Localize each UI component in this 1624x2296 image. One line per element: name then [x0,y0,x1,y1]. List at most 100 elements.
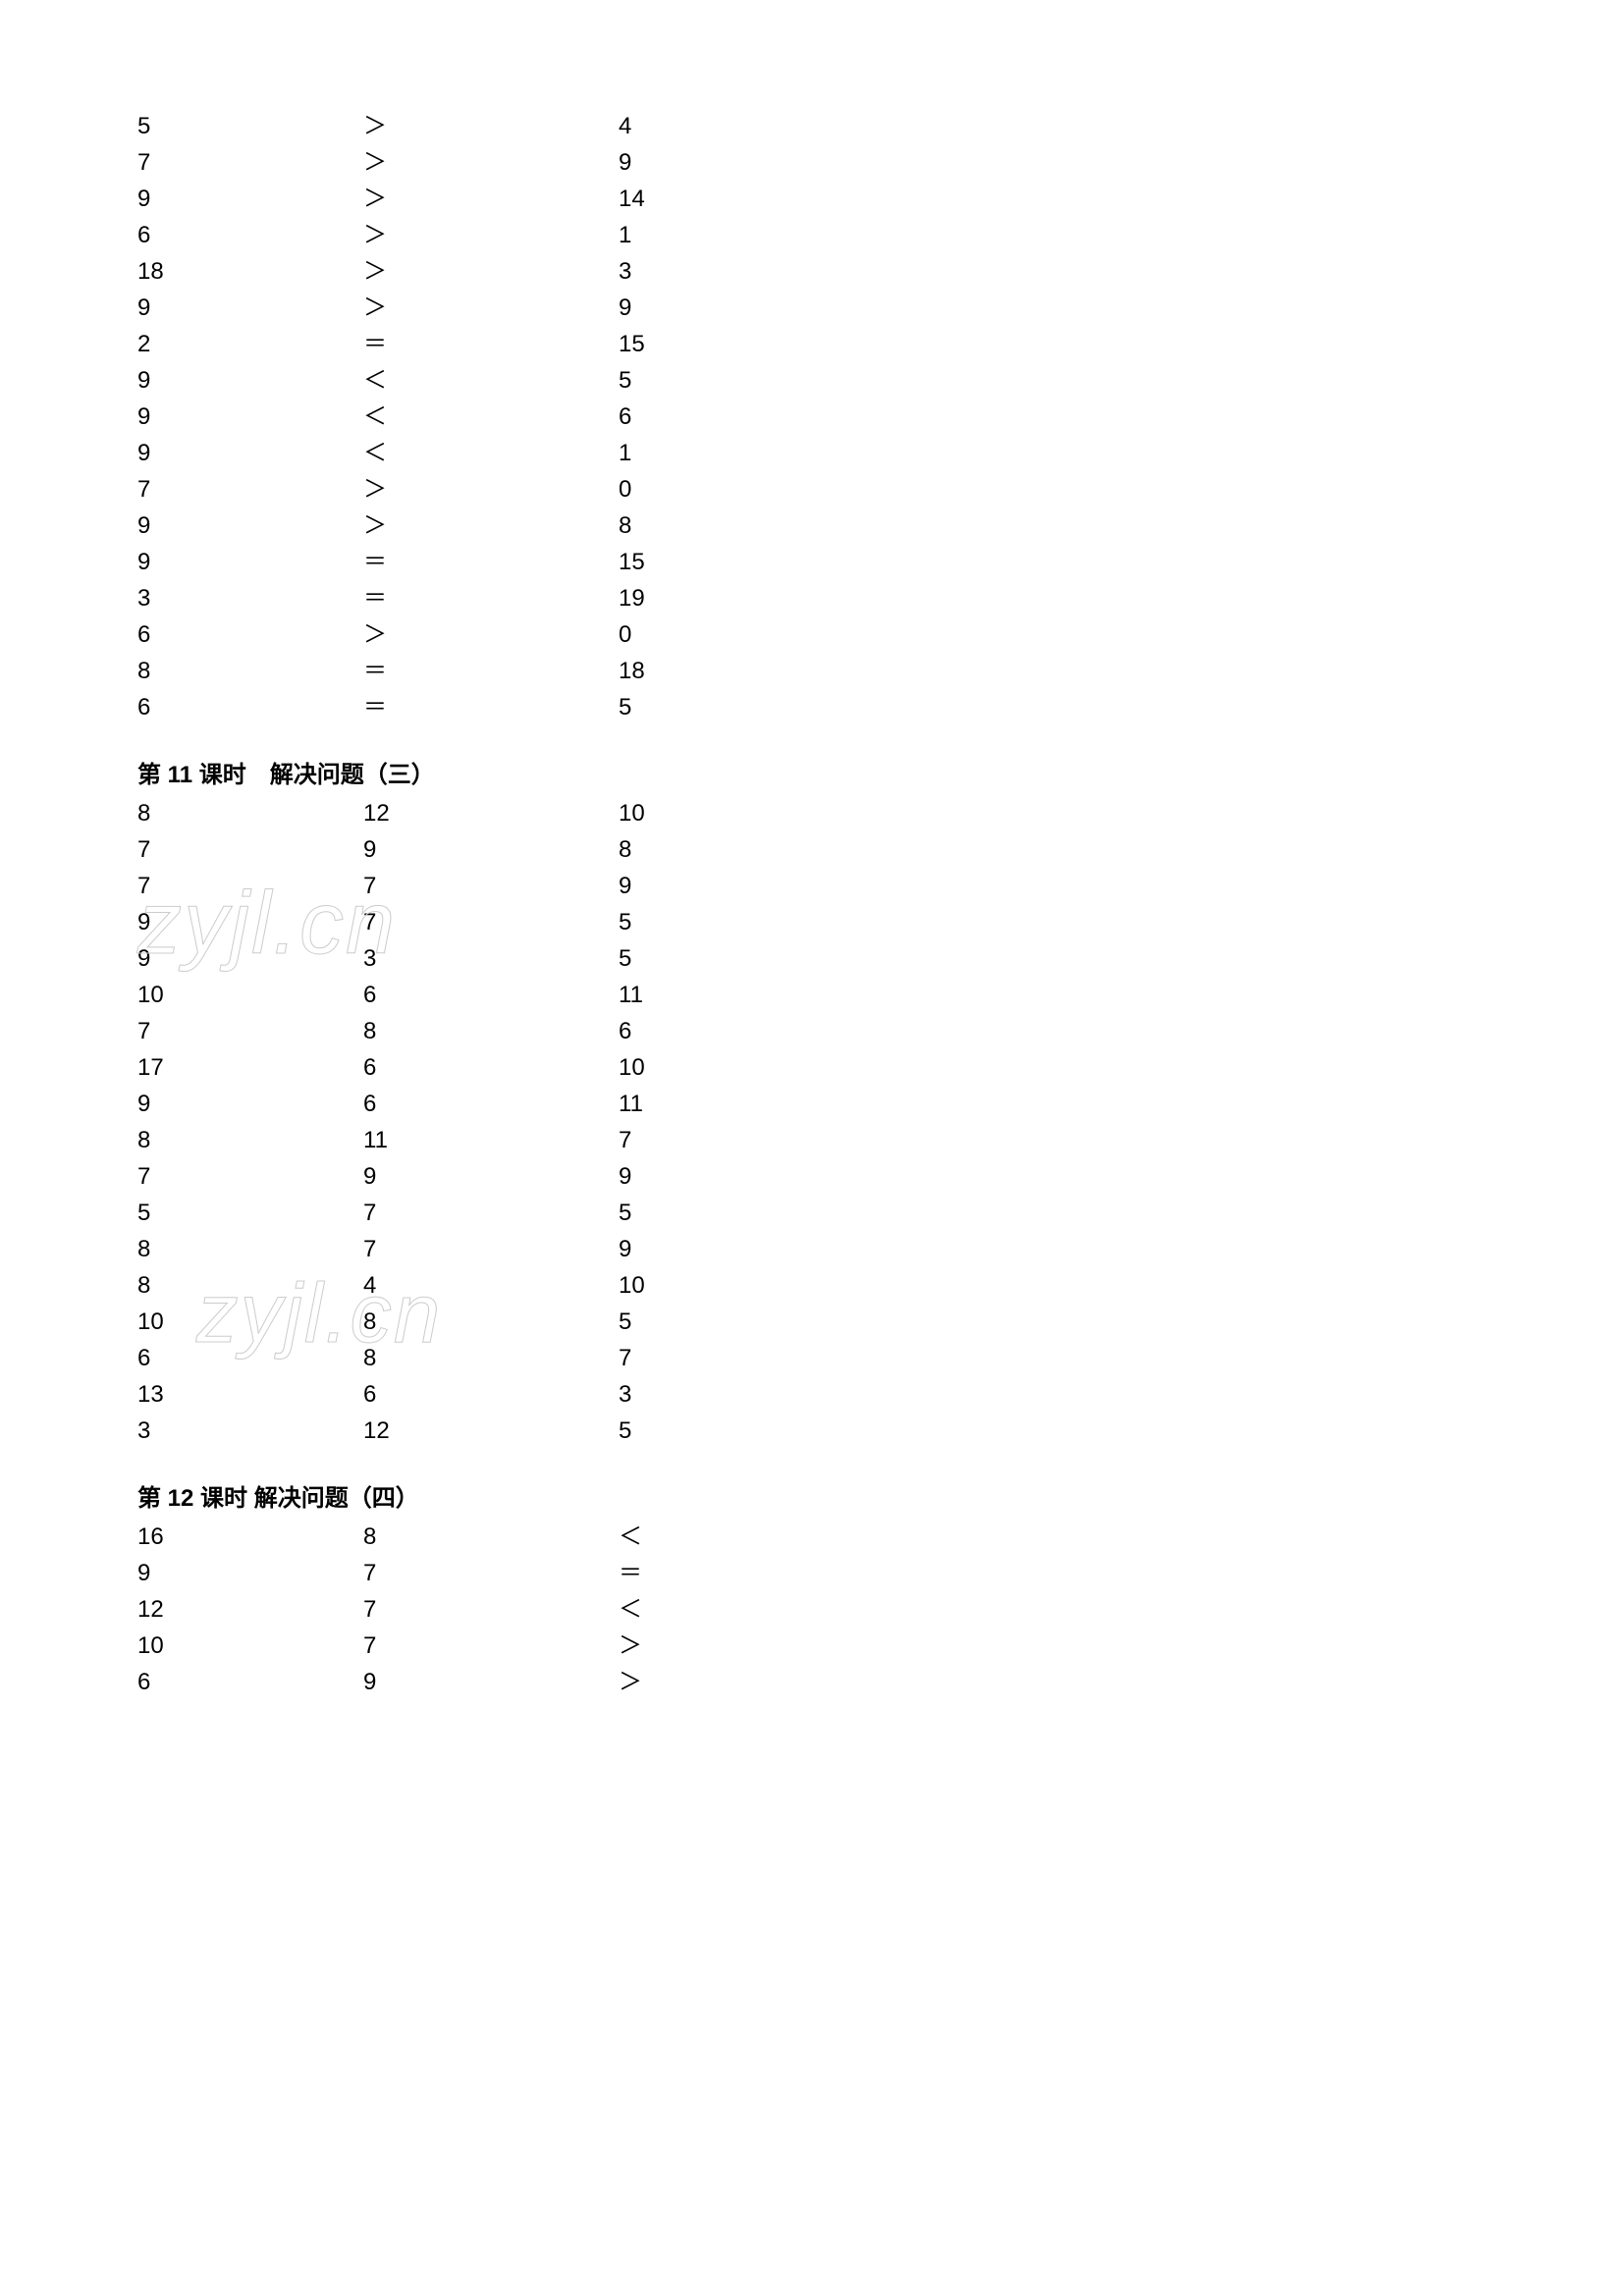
cell-col2: 8 [363,1519,619,1555]
cell-col2: 9 [363,1158,619,1195]
cell-col3: 9 [619,868,815,904]
cell-col2: 7 [363,1628,619,1664]
table-row: 107＞ [137,1628,1487,1664]
cell-col2: 11 [363,1122,619,1158]
cell-col3: 14 [619,181,815,217]
table-row: 1363 [137,1376,1487,1413]
cell-col1: 5 [137,108,363,144]
page-content: 5＞47＞99＞146＞118＞39＞92＝159＜59＜69＜17＞09＞89… [137,108,1487,1700]
table-row: 10611 [137,977,1487,1013]
table-row: 6＞1 [137,217,1487,253]
cell-col3: 10 [619,1267,815,1304]
table-row: 168＜ [137,1519,1487,1555]
cell-col1: 9 [137,507,363,544]
cell-col1: 10 [137,1304,363,1340]
cell-col2: 9 [363,1664,619,1700]
table-row: 8＝18 [137,653,1487,689]
table-row: 779 [137,868,1487,904]
cell-col1: 10 [137,977,363,1013]
table-row: 18＞3 [137,253,1487,290]
cell-col1: 9 [137,1555,363,1591]
cell-col1: 6 [137,217,363,253]
cell-col3: 5 [619,1413,815,1449]
table-row: 935 [137,940,1487,977]
cell-col2: 8 [363,1340,619,1376]
cell-col3: 6 [619,1013,815,1049]
table-row: 5＞4 [137,108,1487,144]
cell-col1: 6 [137,1664,363,1700]
cell-col2: 6 [363,1376,619,1413]
cell-col1: 8 [137,1122,363,1158]
cell-col3: ＝ [619,1555,815,1591]
cell-col1: 3 [137,580,363,616]
table-row: 3＝19 [137,580,1487,616]
cell-col2: ＝ [363,326,619,362]
cell-col1: 8 [137,1267,363,1304]
cell-col3: 5 [619,689,815,725]
cell-col1: 16 [137,1519,363,1555]
cell-col1: 9 [137,940,363,977]
cell-col2: ＞ [363,290,619,326]
cell-col2: ＝ [363,689,619,725]
cell-col2: 12 [363,1413,619,1449]
cell-col2: 3 [363,940,619,977]
cell-col1: 8 [137,795,363,831]
cell-col2: 8 [363,1013,619,1049]
cell-col1: 12 [137,1591,363,1628]
table-row: 879 [137,1231,1487,1267]
cell-col3: 11 [619,977,815,1013]
table-row: 799 [137,1158,1487,1195]
table-row: 81210 [137,795,1487,831]
cell-col3: 9 [619,1231,815,1267]
cell-col1: 10 [137,1628,363,1664]
cell-col3: ＞ [619,1628,815,1664]
table-row: 6＞0 [137,616,1487,653]
cell-col3: 9 [619,290,815,326]
cell-col3: 6 [619,399,815,435]
cell-col3: 7 [619,1122,815,1158]
cell-col1: 6 [137,616,363,653]
cell-col3: 7 [619,1340,815,1376]
cell-col1: 2 [137,326,363,362]
cell-col1: 9 [137,362,363,399]
cell-col1: 8 [137,653,363,689]
section-1: 5＞47＞99＞146＞118＞39＞92＝159＜59＜69＜17＞09＞89… [137,108,1487,725]
cell-col3: 8 [619,507,815,544]
cell-col1: 9 [137,544,363,580]
cell-col3: 15 [619,544,815,580]
cell-col1: 7 [137,1013,363,1049]
cell-col2: ＞ [363,616,619,653]
cell-col2: ＞ [363,108,619,144]
cell-col1: 3 [137,1413,363,1449]
cell-col1: 17 [137,1049,363,1086]
cell-col3: ＜ [619,1519,815,1555]
table-row: 975 [137,904,1487,940]
cell-col3: 1 [619,435,815,471]
table-row: 3125 [137,1413,1487,1449]
table-row: 7＞9 [137,144,1487,181]
cell-col2: 6 [363,977,619,1013]
cell-col1: 9 [137,399,363,435]
table-row: 9＞9 [137,290,1487,326]
cell-col2: 7 [363,1555,619,1591]
cell-col1: 9 [137,290,363,326]
table-row: 97＝ [137,1555,1487,1591]
cell-col2: ＜ [363,362,619,399]
cell-col1: 9 [137,435,363,471]
cell-col1: 9 [137,904,363,940]
cell-col2: ＞ [363,507,619,544]
table-row: 575 [137,1195,1487,1231]
cell-col1: 7 [137,831,363,868]
cell-col1: 7 [137,1158,363,1195]
section-2-title: 第 11 课时 解决问题（三） [137,755,1487,789]
table-row: 8410 [137,1267,1487,1304]
table-row: 687 [137,1340,1487,1376]
cell-col1: 6 [137,689,363,725]
cell-col2: ＜ [363,435,619,471]
cell-col3: 4 [619,108,815,144]
cell-col2: 7 [363,904,619,940]
cell-col2: 4 [363,1267,619,1304]
cell-col1: 7 [137,471,363,507]
cell-col2: ＜ [363,399,619,435]
section-2: 第 11 课时 解决问题（三） 812107987799759351061178… [137,755,1487,1449]
